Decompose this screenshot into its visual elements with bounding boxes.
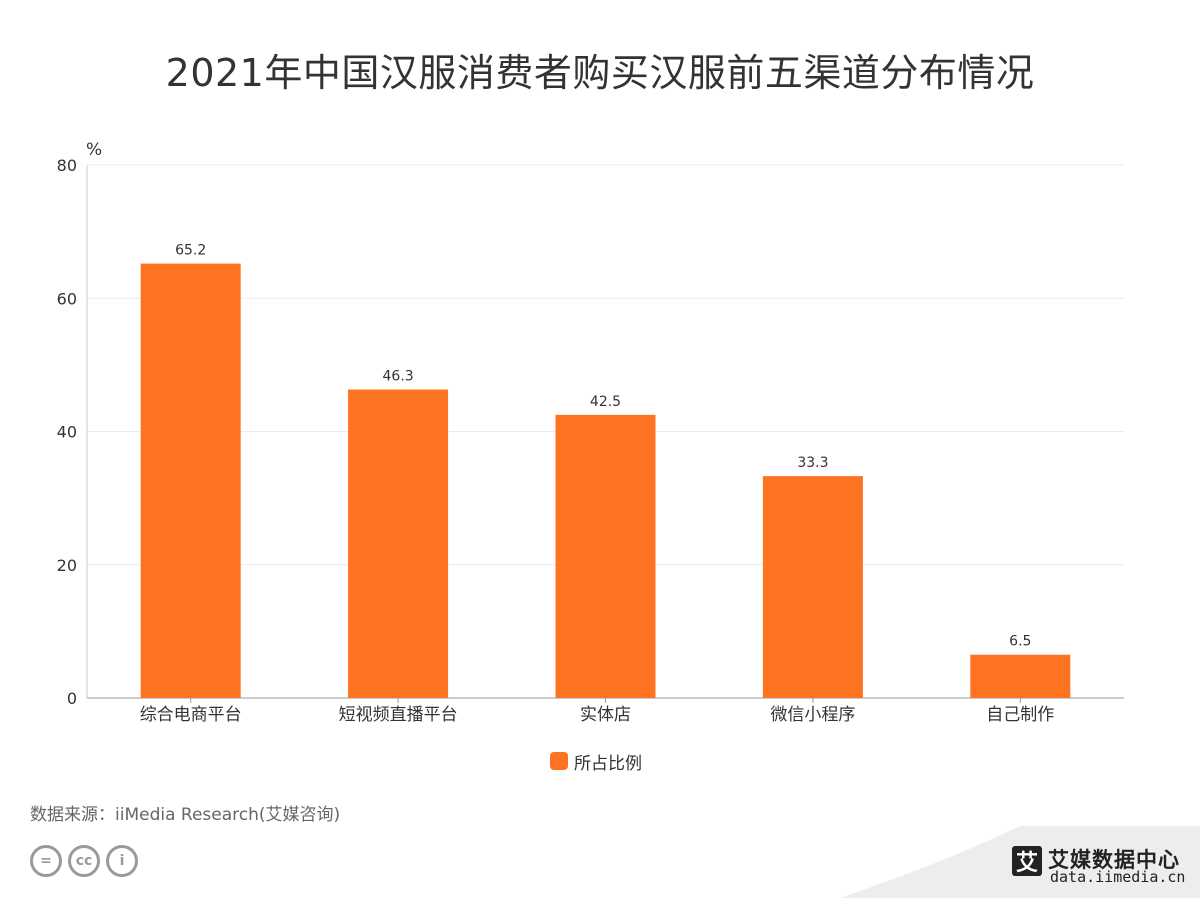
- brand-logo: 艾: [1012, 846, 1042, 876]
- data-label: 6.5: [1009, 634, 1031, 650]
- x-tick-label: 微信小程序: [770, 705, 855, 725]
- y-tick-label: 60: [57, 289, 77, 308]
- x-tick-label: 实体店: [580, 705, 631, 725]
- data-label: 33.3: [797, 455, 828, 471]
- bar: [555, 414, 656, 698]
- bar: [140, 263, 241, 698]
- x-tick-label: 短视频直播平台: [339, 705, 458, 725]
- brand-name: 艾媒数据中心: [1048, 848, 1180, 872]
- x-tick-label: 综合电商平台: [140, 705, 242, 725]
- person-icon: i: [106, 845, 138, 877]
- legend-swatch: [550, 752, 568, 770]
- y-tick-label: 20: [57, 556, 77, 575]
- brand-url: data.iimedia.cn: [1050, 868, 1186, 886]
- data-source: 数据来源：iiMedia Research(艾媒咨询): [30, 805, 341, 825]
- bar: [348, 389, 449, 698]
- license-icons: = cc i: [30, 845, 138, 877]
- legend[interactable]: 所占比例: [550, 750, 642, 774]
- bar-chart: 0 20 40 60 80% 65.2 综合电商平台 46.3 短视频直播平台 42.5 实体店 33…: [57, 140, 1124, 725]
- y-tick-label: 80: [57, 156, 77, 175]
- x-tick-label: 自己制作: [986, 705, 1054, 725]
- y-tick-label: 40: [57, 423, 77, 442]
- y-tick-label: 0: [67, 689, 77, 708]
- data-label: 42.5: [590, 394, 621, 410]
- equal-icon: =: [30, 845, 62, 877]
- y-axis-unit: %: [86, 140, 102, 160]
- bar: [970, 654, 1071, 698]
- cc-icon: cc: [68, 845, 100, 877]
- chart-title: 2021年中国汉服消费者购买汉服前五渠道分布情况: [165, 51, 1035, 95]
- data-label: 65.2: [175, 243, 206, 259]
- bar: [762, 476, 863, 698]
- legend-label: 所占比例: [574, 753, 642, 774]
- data-label: 46.3: [383, 369, 414, 385]
